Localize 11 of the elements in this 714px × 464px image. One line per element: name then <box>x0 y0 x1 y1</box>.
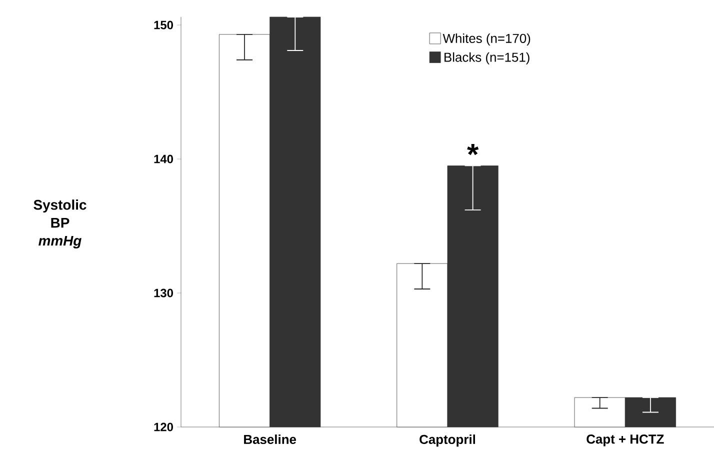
x-tick-label: Captopril <box>420 434 476 447</box>
legend-label: Blacks (n=151) <box>444 52 530 64</box>
y-tick-label: 140 <box>154 154 173 164</box>
y-axis-title: Systolic BP mmHg <box>34 200 86 248</box>
y-tick-label: 120 <box>154 422 173 432</box>
x-tick-label: Baseline <box>244 434 296 444</box>
annotation: * <box>467 144 479 156</box>
y-tick-label: 150 <box>154 20 173 30</box>
legend-label: Whites (n=170) <box>442 33 530 46</box>
x-tick-label: Capt + HCTZ <box>586 434 664 446</box>
y-tick-label: 130 <box>154 288 173 298</box>
